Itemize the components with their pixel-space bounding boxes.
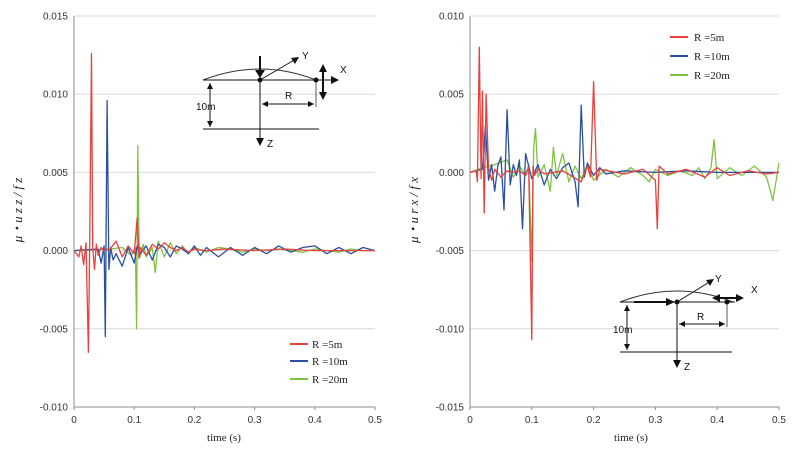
series-line-r-5m	[469, 46, 780, 341]
x-label: X	[340, 65, 347, 76]
y-tick-label: -0.010	[40, 403, 69, 414]
load-arrow-icon	[666, 298, 675, 306]
series-line-r-10m	[73, 99, 376, 338]
r-label: R	[697, 312, 704, 323]
x-tick-label: 0.2	[587, 415, 601, 426]
y-axis-label: μ・u z z / f z	[10, 178, 25, 244]
y-label: Y	[302, 51, 309, 62]
response-left-arrow-icon	[712, 294, 720, 302]
source-point	[257, 77, 263, 83]
depth-arrow-down-icon	[624, 344, 630, 350]
z-arrow-icon	[256, 138, 264, 146]
gridlines	[74, 15, 375, 330]
r-label: R	[285, 91, 292, 102]
legend: R =5m R =10m R =20m	[290, 339, 348, 386]
series-lines	[469, 46, 780, 341]
legend-label-r10: R =10m	[694, 51, 730, 63]
series-line-r-20m	[469, 127, 780, 263]
x-tick-label: 0.4	[710, 415, 724, 426]
series-line-r-5m	[73, 52, 375, 353]
y-tick-label: 0.005	[439, 90, 464, 101]
y-tick-label: 0.010	[43, 90, 68, 101]
legend-label-r20: R =20m	[694, 70, 730, 82]
depth-label: 10m	[196, 102, 215, 113]
receiver-point	[724, 299, 730, 305]
z-label: Z	[684, 362, 690, 373]
response-up-arrow-icon	[319, 64, 327, 72]
depth-arrow-up-icon	[624, 305, 630, 311]
y-tick-label: -0.015	[436, 403, 465, 414]
r-arrow-left-icon	[262, 101, 268, 107]
y-axis-label: μ・u r x / f x	[406, 177, 421, 244]
x-axis-label: time (s)	[614, 432, 648, 444]
y-axis-line	[676, 280, 712, 303]
source-point	[674, 299, 680, 305]
r-arrow-left-icon	[679, 321, 685, 327]
chart-uzz: -0.010 -0.005 0.000 0.005 0.010 0.015 0 0.1 0.2 0…	[10, 12, 382, 445]
x-tick-label: 0.1	[525, 415, 539, 426]
y-tick-label: 0.015	[43, 12, 68, 23]
x-tick-label: 0	[71, 415, 77, 426]
y-tick-label: -0.010	[436, 324, 465, 335]
series-line-r-10m	[469, 104, 779, 230]
x-tick-label: 0.5	[772, 415, 786, 426]
series-lines	[73, 52, 376, 353]
response-right-arrow-icon	[736, 294, 744, 302]
y-tick-label: 0.000	[43, 246, 68, 257]
z-label: Z	[267, 139, 273, 150]
series-line-r-20m	[73, 145, 375, 330]
load-arrow-icon	[255, 70, 265, 78]
r-arrow-right-icon	[308, 101, 314, 107]
y-label: Y	[715, 274, 722, 285]
x-tick-label: 0.1	[127, 415, 141, 426]
y-tick-label: -0.005	[40, 324, 69, 335]
depth-arrow-up-icon	[207, 83, 213, 89]
depth-label: 10m	[613, 325, 632, 336]
x-tick-label: 0.2	[187, 415, 201, 426]
legend-label-r10: R =10m	[312, 356, 348, 368]
x-tick-label: 0.4	[308, 415, 322, 426]
y-axis-line	[259, 58, 297, 81]
depth-arrow-down-icon	[207, 121, 213, 127]
x-arrow-icon	[331, 76, 339, 84]
axes: -0.015 -0.010 -0.005 0.000 0.005 0.010 0 0.1 0.2…	[436, 12, 787, 427]
foundation-diagram: Z Y X R 10m	[613, 274, 758, 373]
legend: R =5m R =10m R =20m	[670, 32, 730, 82]
response-down-arrow-icon	[319, 92, 327, 100]
y-arrow-icon	[291, 57, 299, 64]
z-arrow-icon	[673, 360, 681, 368]
y-arrow-icon	[706, 279, 714, 286]
foundation-diagram: Z Y X R 10m	[196, 51, 347, 150]
y-tick-label: 0.010	[439, 12, 464, 23]
receiver-point	[313, 77, 319, 83]
y-tick-label: 0.000	[439, 168, 464, 179]
x-label: X	[751, 285, 758, 296]
legend-label-r20: R =20m	[312, 374, 348, 386]
axes: -0.010 -0.005 0.000 0.005 0.010 0.015 0 0.1 0.2 0…	[40, 12, 383, 427]
y-tick-label: -0.005	[436, 246, 465, 257]
legend-label-r5: R =5m	[312, 339, 343, 351]
x-tick-label: 0	[467, 415, 473, 426]
x-tick-label: 0.3	[648, 415, 662, 426]
r-arrow-right-icon	[719, 321, 725, 327]
x-tick-label: 0.5	[368, 415, 382, 426]
legend-label-r5: R =5m	[694, 32, 725, 44]
y-tick-label: 0.005	[43, 168, 68, 179]
x-axis-label: time (s)	[207, 432, 241, 444]
chart-urx: -0.015 -0.010 -0.005 0.000 0.005 0.010 0 0.1 0.2…	[406, 12, 786, 445]
x-tick-label: 0.3	[248, 415, 262, 426]
